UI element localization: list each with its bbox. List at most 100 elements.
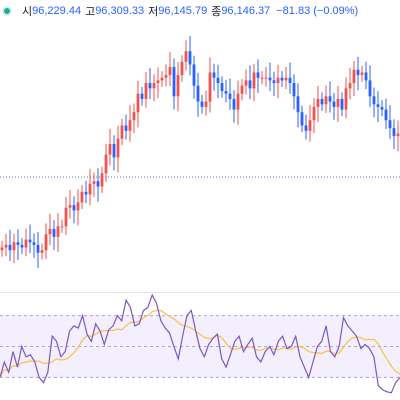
candle-body: [108, 144, 112, 155]
candle-body: [352, 69, 356, 84]
candle-body: [288, 77, 292, 84]
open-label: 시: [22, 6, 33, 18]
candle-body: [120, 125, 124, 139]
candle-body: [204, 101, 208, 107]
candle-body: [104, 154, 108, 174]
candle-body: [4, 244, 8, 248]
candle-body: [172, 67, 176, 97]
oscillator-pane[interactable]: [0, 293, 400, 400]
close-value: 96,146.37: [221, 5, 271, 17]
candle-body: [296, 96, 300, 113]
candle-body: [260, 77, 264, 79]
candle-body: [156, 80, 160, 84]
ohlc-legend: 시 96,229.44 고 96,309.33 저 96,145.79 종 96…: [0, 0, 400, 22]
candle-body: [364, 72, 368, 81]
status-dot-icon: [4, 8, 10, 14]
candle-body: [24, 239, 28, 248]
candle-body: [52, 228, 56, 237]
candle-body: [100, 173, 104, 187]
candle-body: [252, 72, 256, 89]
candle-body: [292, 83, 296, 97]
candle-body: [64, 207, 68, 227]
candle-body: [304, 125, 308, 131]
candle-body: [152, 83, 156, 89]
candle-body: [236, 93, 240, 110]
candle-body: [380, 106, 384, 110]
candle-body: [184, 51, 188, 62]
high-label: 고: [85, 6, 96, 18]
candle-body: [0, 247, 4, 251]
candle-body: [124, 125, 128, 131]
candle-body: [8, 244, 12, 251]
candle-body: [284, 77, 288, 81]
candle-body: [16, 242, 20, 245]
candle-body: [164, 75, 168, 78]
candle-body: [320, 98, 324, 105]
candle-body: [132, 112, 136, 121]
candle-body: [388, 120, 392, 129]
candle-body: [220, 83, 224, 92]
candle-body: [188, 51, 192, 65]
change-value: −81.83 (−0.09%): [276, 5, 359, 17]
candle-body: [316, 98, 320, 107]
open-value: 96,229.44: [32, 5, 82, 17]
candle-body: [348, 83, 352, 89]
candle-body: [244, 80, 248, 86]
candle-body: [232, 98, 236, 110]
candle-body: [312, 106, 316, 121]
candle-body: [44, 234, 48, 251]
candle-body: [216, 77, 220, 84]
low-label: 저: [148, 6, 159, 18]
candle-body: [376, 104, 380, 107]
candle-body: [264, 77, 268, 79]
candle-body: [84, 191, 88, 195]
candle-body: [256, 72, 260, 78]
candle-body: [360, 72, 364, 76]
price-chart-pane[interactable]: [0, 22, 400, 290]
candle-body: [228, 93, 232, 99]
candle-body: [160, 77, 164, 81]
candle-body: [276, 77, 280, 84]
candle-body: [308, 120, 312, 131]
candle-body: [12, 242, 16, 251]
candle-body: [40, 250, 44, 253]
candle-body: [112, 144, 116, 158]
candle-body: [56, 226, 60, 237]
candle-body: [20, 244, 24, 248]
low-value: 96,145.79: [158, 5, 208, 17]
candle-body: [180, 61, 184, 76]
candle-body: [332, 101, 336, 107]
candle-body: [200, 101, 204, 107]
candle-body: [128, 120, 132, 131]
candle-body: [396, 133, 400, 137]
candles-group: [0, 36, 400, 268]
candle-body: [32, 242, 36, 245]
candle-body: [324, 96, 328, 105]
signal-line: [0, 309, 400, 378]
candle-body: [28, 239, 32, 243]
candle-body: [136, 93, 140, 113]
candle-body: [144, 83, 148, 99]
candle-body: [116, 138, 120, 158]
candle-body: [60, 226, 64, 228]
candle-body: [48, 228, 52, 235]
candle-body: [272, 80, 276, 84]
pane-separator[interactable]: [0, 292, 400, 293]
candle-body: [208, 72, 212, 102]
candle-body: [148, 83, 152, 89]
close-label: 종: [211, 6, 222, 18]
candle-body: [140, 93, 144, 99]
candle-body: [196, 85, 200, 102]
high-value: 96,309.33: [95, 5, 145, 17]
candle-body: [176, 75, 180, 97]
candle-body: [372, 96, 376, 105]
candle-body: [340, 98, 344, 110]
candle-body: [344, 88, 348, 110]
candle-body: [168, 67, 172, 76]
candle-body: [192, 64, 196, 86]
candle-body: [356, 69, 360, 76]
candle-body: [280, 77, 284, 81]
candle-body: [80, 191, 84, 203]
candle-body: [392, 128, 396, 137]
candle-body: [248, 80, 252, 89]
